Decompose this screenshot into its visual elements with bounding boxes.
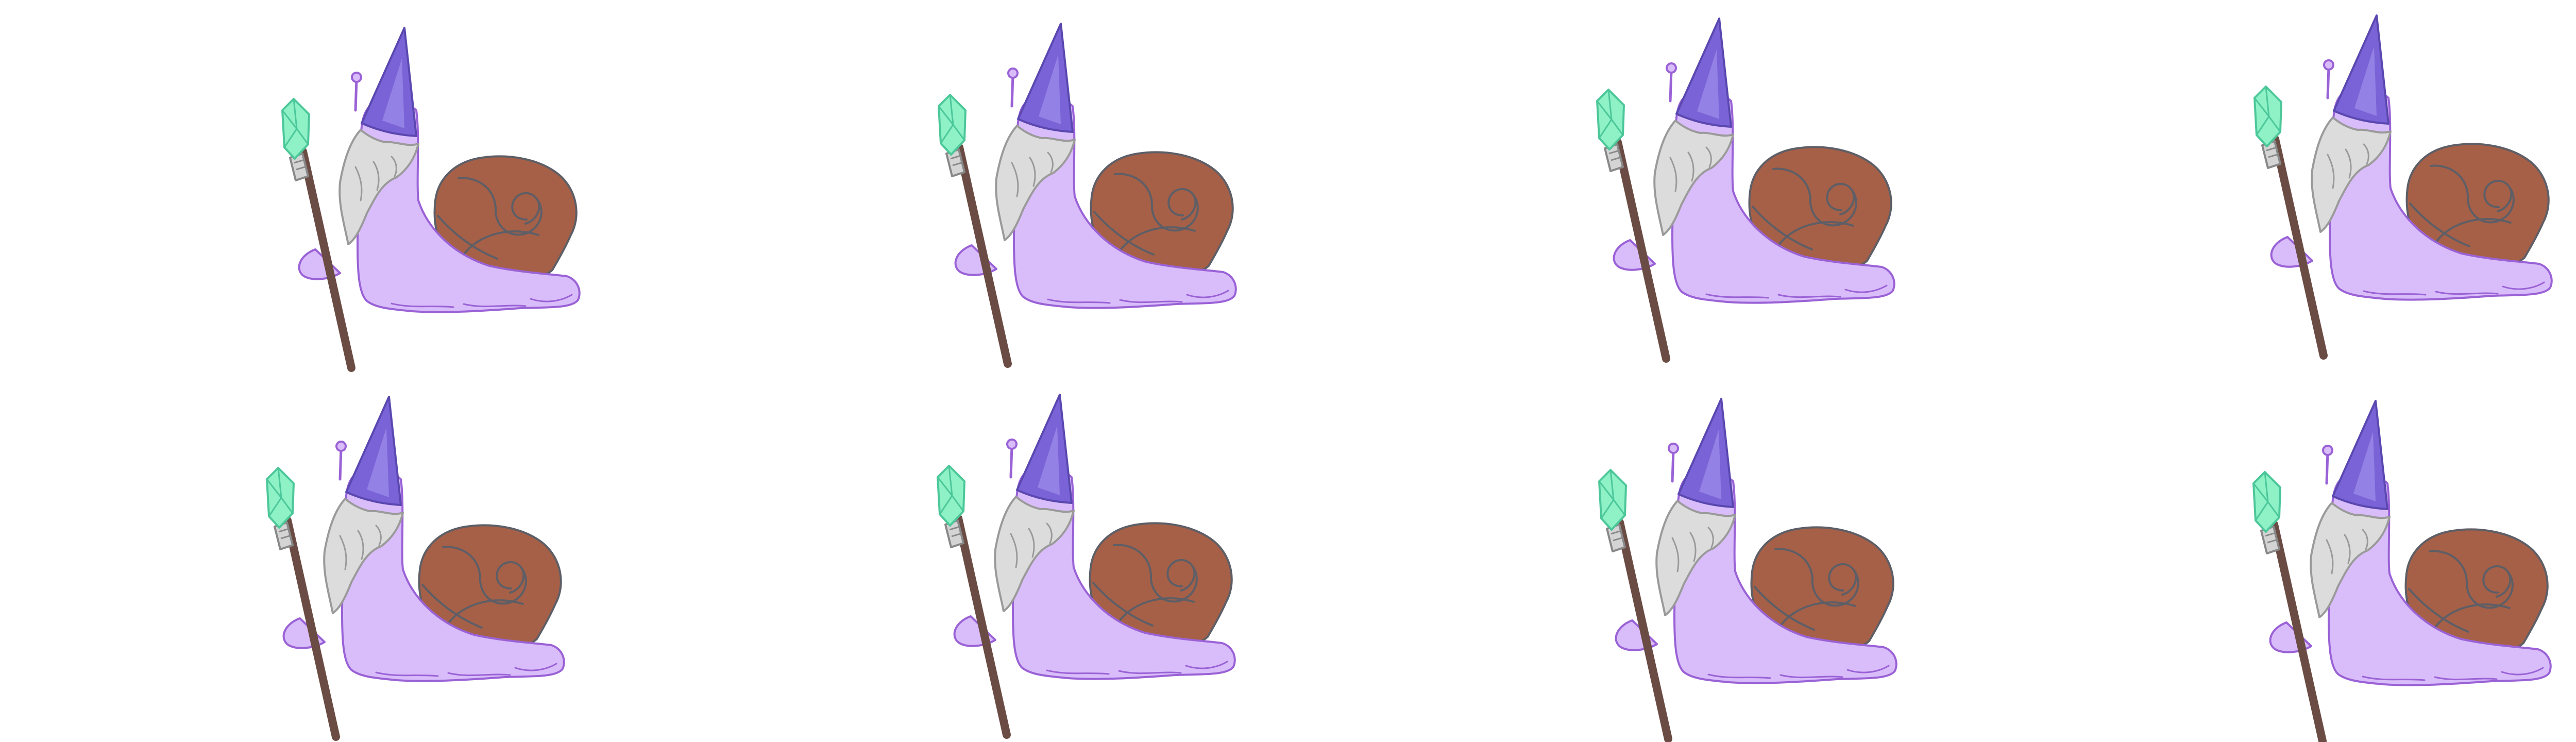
- snail-wizard-frame: [1978, 0, 2576, 371]
- snail-wizard-sprite: [0, 371, 659, 742]
- snail-wizard-sprite: [659, 371, 1319, 742]
- snail-wizard-sprite: [1978, 0, 2576, 371]
- snail-wizard-sprite: [1978, 371, 2576, 742]
- snail-wizard-frame: [0, 371, 659, 742]
- snail-wizard-frame: [0, 0, 659, 371]
- snail-wizard-frame: [1319, 0, 1978, 371]
- snail-wizard-frame: [659, 371, 1319, 742]
- snail-wizard-sprite: [0, 0, 659, 371]
- snail-wizard-sprite: [659, 0, 1319, 371]
- snail-wizard-frame: [1319, 371, 1978, 742]
- snail-wizard-sprite: [1319, 0, 1978, 371]
- snail-wizard-frame: [1978, 371, 2576, 742]
- snail-wizard-sprite: [1319, 371, 1978, 742]
- snail-wizard-frame: [659, 0, 1319, 371]
